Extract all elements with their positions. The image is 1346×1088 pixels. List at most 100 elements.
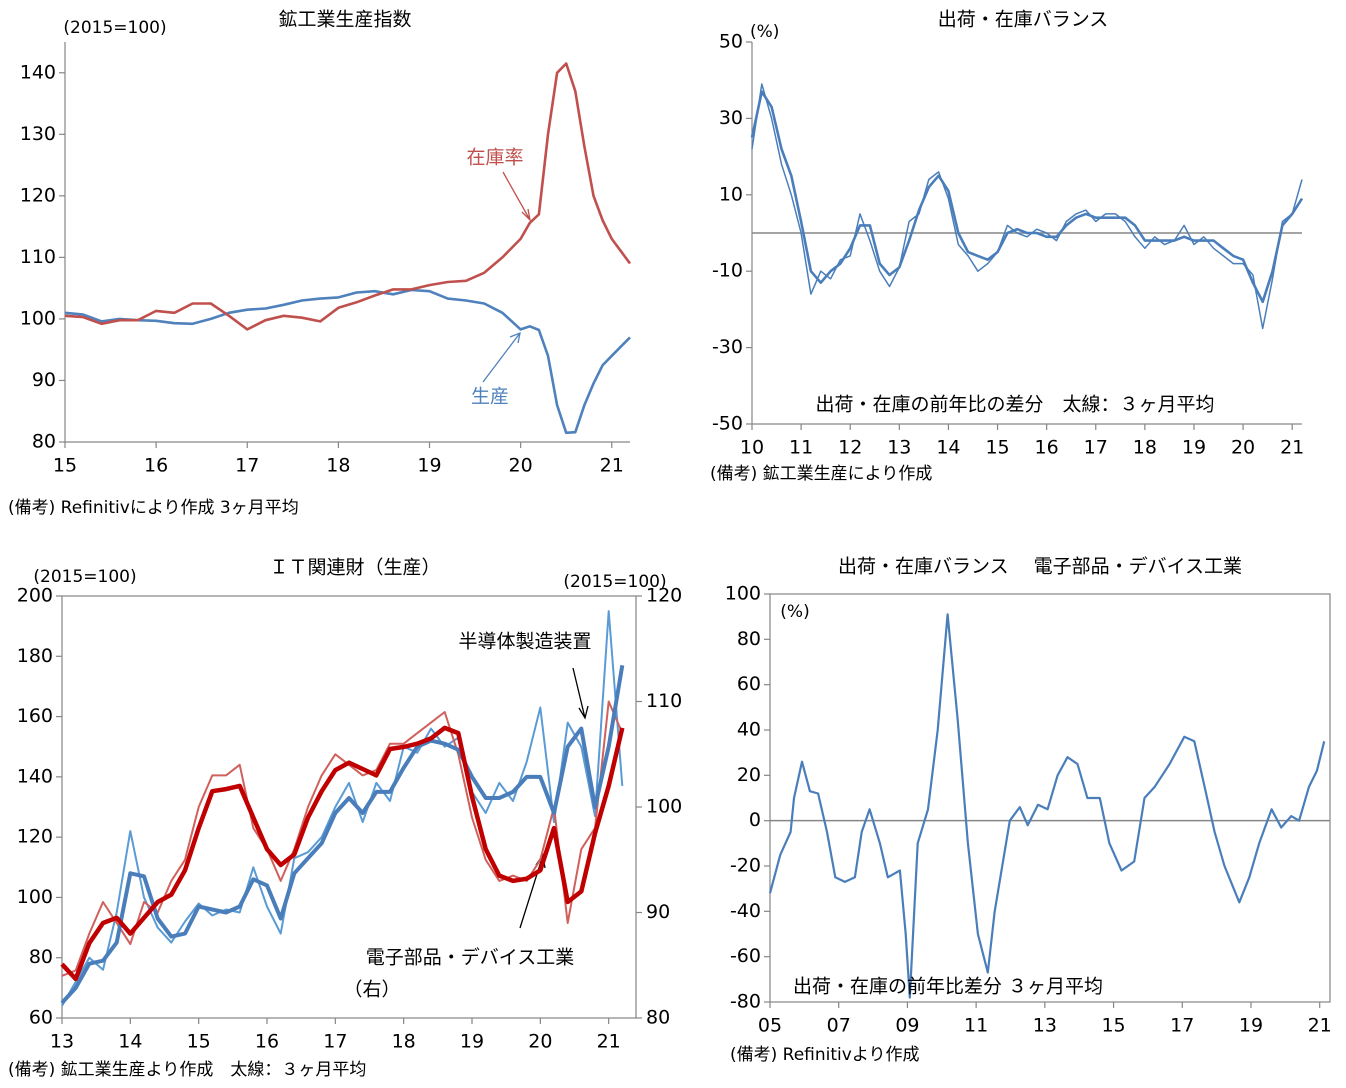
y-tick-label: 100 (20, 307, 56, 329)
y-tick-label: 100 (17, 886, 53, 908)
y2-unit-label: (2015=100) (563, 572, 666, 592)
series-line (64, 62, 632, 331)
y-tick-label: -80 (730, 991, 761, 1013)
x-tick-label: 05 (758, 1015, 782, 1037)
series-line (768, 613, 1326, 999)
note: (備考) Refinitivにより作成 3ヶ月平均 (8, 498, 299, 518)
arrow (572, 667, 589, 720)
annotation: 出荷・在庫の前年比差分 ３ヶ月平均 (793, 976, 1103, 998)
y-tick-label: -20 (730, 855, 761, 877)
x-tick-label: 15 (53, 455, 77, 477)
chart-panel: 鉱工業生産指数 (2015=100) (備考) Refinitivにより作成 3ヶ月… (8, 9, 632, 518)
note: (備考) Refinitivより作成 (730, 1045, 920, 1065)
x-tick-label: 07 (827, 1015, 851, 1037)
y-tick-label: 110 (20, 246, 56, 268)
y-tick-label: 80 (737, 628, 761, 650)
x-tick-label: 13 (1033, 1015, 1057, 1037)
chart-title: 出荷・在庫バランス 電子部品・デバイス工業 (838, 556, 1242, 578)
x-tick-label: 20 (528, 1031, 552, 1053)
x-tick-label: 13 (50, 1031, 74, 1053)
y-tick-label: 30 (719, 107, 743, 129)
x-tick-label: 17 (1084, 437, 1108, 459)
chart-panel: 出荷・在庫バランス 電子部品・デバイス工業 (%) (備考) Refinitivより… (725, 556, 1332, 1066)
series-line (64, 288, 631, 435)
chart-title: 出荷・在庫バランス (938, 9, 1109, 31)
annotation: 半導体製造装置 (458, 631, 591, 653)
plot-frame (769, 593, 1331, 1003)
y-unit-label: (%) (780, 602, 809, 622)
y-tick-label: -40 (730, 900, 761, 922)
note: (備考) 鉱工業生産より作成 太線：３ヶ月平均 (8, 1060, 366, 1080)
x-tick-label: 21 (1308, 1015, 1332, 1037)
x-tick-label: 15 (985, 437, 1009, 459)
x-tick-label: 17 (235, 455, 259, 477)
note: (備考) 鉱工業生産により作成 (710, 464, 932, 484)
x-tick-label: 18 (1133, 437, 1157, 459)
x-tick-label: 14 (936, 437, 960, 459)
y-tick-label: -10 (712, 260, 743, 282)
annotation: 生産 (471, 386, 509, 408)
y-tick-label: 140 (17, 765, 53, 787)
series-line (751, 83, 1303, 330)
y-tick-label: -60 (730, 945, 761, 967)
y-tick-label: 80 (32, 431, 56, 453)
y-unit-label: (%) (750, 22, 779, 42)
y2-tick-label: 120 (646, 585, 682, 607)
arrows (482, 171, 589, 929)
x-tick-label: 18 (326, 455, 350, 477)
series-line (750, 90, 1304, 304)
y-tick-label: 0 (749, 809, 761, 831)
y-tick-label: 10 (719, 183, 743, 205)
x-tick-label: 14 (118, 1031, 142, 1053)
x-tick-label: 17 (323, 1031, 347, 1053)
y-tick-label: 20 (737, 764, 761, 786)
y-tick-label: 160 (17, 705, 53, 727)
arrow (502, 171, 532, 222)
series-line (61, 610, 624, 1007)
x-tick-label: 16 (1035, 437, 1059, 459)
x-tick-label: 19 (417, 455, 441, 477)
y-unit-label: (2015=100) (63, 18, 166, 38)
chart-title: ＩＴ関連財（生産） (269, 557, 440, 579)
annotation: （右） (343, 979, 400, 1001)
y-tick-label: 80 (29, 946, 53, 968)
y-tick-label: 60 (29, 1007, 53, 1029)
x-tick-label: 17 (1170, 1015, 1194, 1037)
x-tick-label: 19 (1182, 437, 1206, 459)
x-tick-label: 19 (1239, 1015, 1263, 1037)
y-tick-label: 180 (17, 645, 53, 667)
y-tick-label: 140 (20, 61, 56, 83)
y2-tick-label: 90 (646, 901, 670, 923)
x-tick-label: 20 (1231, 437, 1255, 459)
x-tick-label: 16 (255, 1031, 279, 1053)
chart-title: 鉱工業生産指数 (278, 9, 411, 31)
x-tick-label: 21 (600, 455, 624, 477)
chart-panel: 出荷・在庫バランス (%) (備考) 鉱工業生産により作成 -50 -30 -10 10 30… (710, 9, 1304, 485)
y-tick-label: 100 (725, 583, 761, 605)
x-tick-label: 19 (460, 1031, 484, 1053)
y2-tick-label: 100 (646, 796, 682, 818)
y-tick-label: -50 (712, 413, 743, 435)
y-tick-label: 120 (20, 184, 56, 206)
y-tick-label: -30 (712, 336, 743, 358)
y-unit-label: (2015=100) (33, 567, 136, 587)
series-line (60, 664, 625, 1005)
y-tick-label: 50 (719, 31, 743, 53)
x-tick-label: 21 (1280, 437, 1304, 459)
arrow (482, 331, 521, 383)
y2-tick-label: 80 (646, 1007, 670, 1029)
y-tick-label: 200 (17, 585, 53, 607)
x-tick-label: 09 (895, 1015, 919, 1037)
y-tick-label: 130 (20, 123, 56, 145)
annotation: 電子部品・デバイス工業 (366, 947, 574, 969)
annotation: 出荷・在庫の前年比の差分 太線：３ヶ月平均 (815, 394, 1214, 416)
x-tick-label: 10 (740, 437, 764, 459)
x-tick-label: 11 (964, 1015, 988, 1037)
chart-panel: ＩＴ関連財（生産） (2015=100) (2015=100) (備考) 鉱工業生産よ… (8, 557, 682, 1081)
x-tick-label: 12 (838, 437, 862, 459)
annotation: 在庫率 (466, 147, 523, 169)
y-tick-label: 60 (737, 673, 761, 695)
y-tick-label: 120 (17, 826, 53, 848)
series-line (61, 700, 624, 977)
